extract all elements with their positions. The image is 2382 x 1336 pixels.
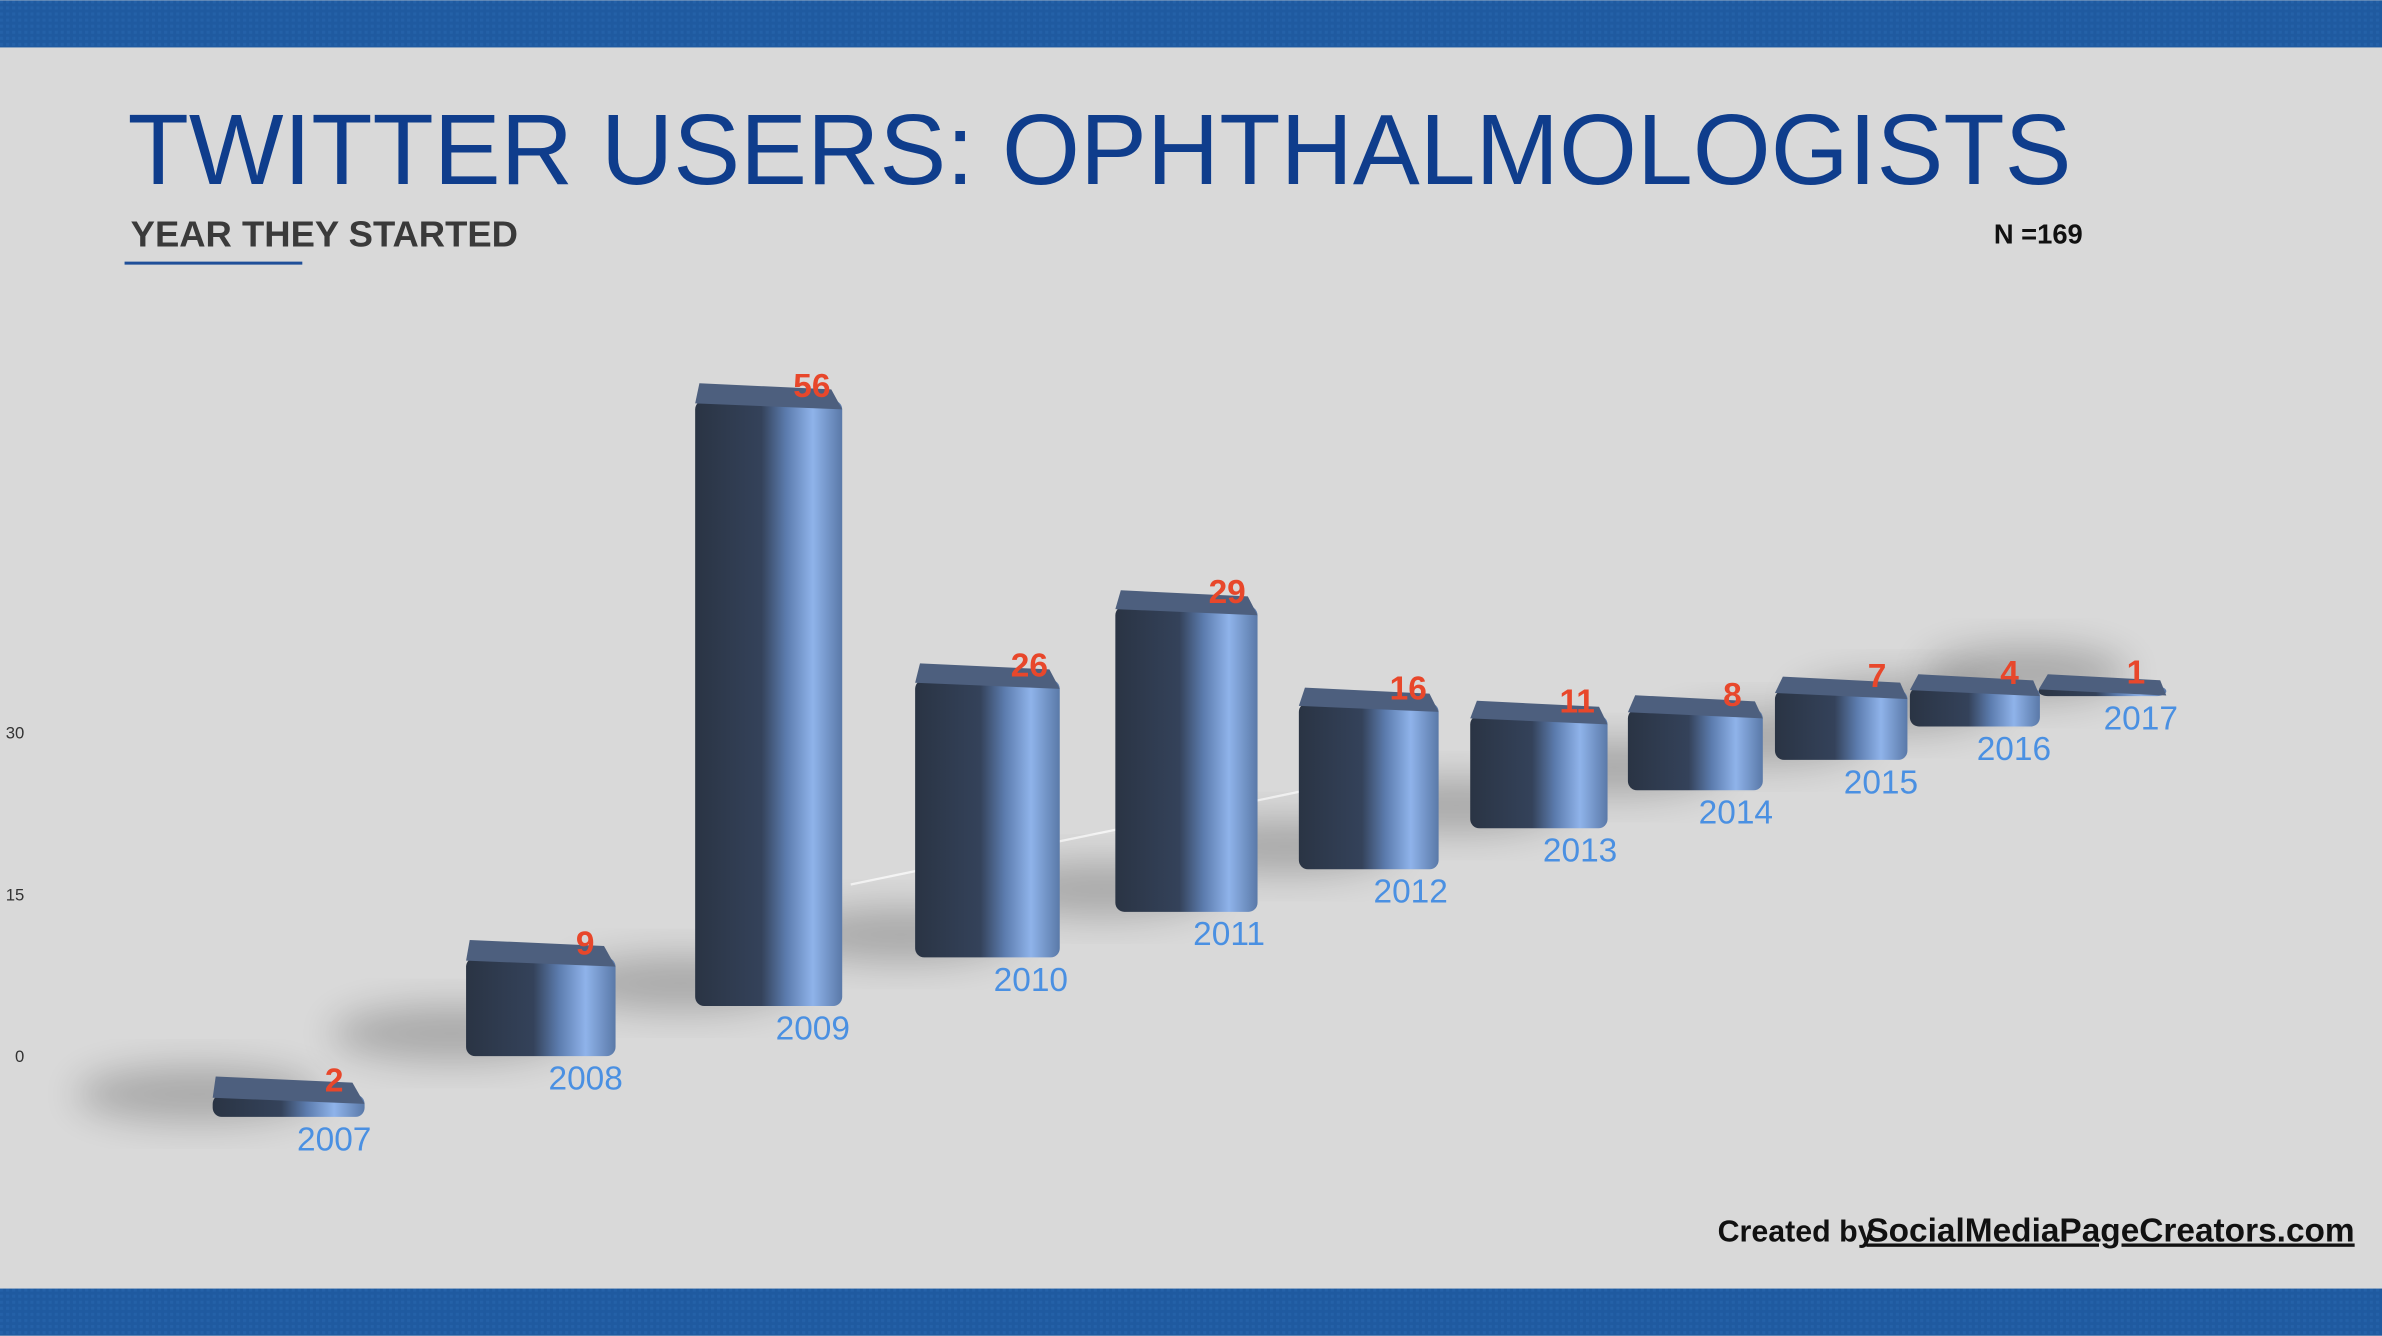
- bar-top: [1909, 674, 2040, 697]
- bar-top: [212, 1076, 365, 1104]
- category-label: 2008: [548, 1061, 622, 1098]
- value-label: 56: [793, 368, 830, 405]
- bar-top: [1115, 590, 1258, 616]
- bar: [466, 957, 616, 1057]
- bar: [695, 400, 843, 1007]
- category-label: 2009: [776, 1010, 850, 1047]
- value-label: 16: [1390, 671, 1427, 708]
- credit-link[interactable]: SocialMediaPageCreators.com: [1866, 1212, 2354, 1249]
- bar-top: [1627, 695, 1763, 719]
- bar: [915, 679, 1060, 958]
- bar-top: [1470, 700, 1608, 725]
- bar-top: [466, 939, 616, 967]
- bar: [1115, 606, 1258, 912]
- bar-top: [1298, 687, 1439, 712]
- value-label: 8: [1723, 677, 1742, 714]
- subtitle: YEAR THEY STARTED: [131, 213, 518, 254]
- value-label: 11: [1559, 683, 1594, 720]
- bar: [1470, 715, 1608, 829]
- annotation: N =169: [1994, 218, 2083, 249]
- value-label: 7: [1868, 658, 1887, 695]
- category-label: 2016: [1977, 731, 2051, 768]
- value-label: 26: [1011, 648, 1048, 685]
- y-tick-label: 30: [6, 724, 25, 743]
- bar: [1774, 689, 1908, 760]
- bar: [1627, 709, 1763, 791]
- y-tick-label: 0: [15, 1047, 24, 1066]
- category-label: 2012: [1374, 874, 1448, 911]
- y-tick-label: 15: [6, 885, 25, 904]
- credit-prefix: Created by: [1718, 1214, 1875, 1248]
- value-label: 2: [325, 1063, 344, 1100]
- top-band: [0, 0, 2382, 48]
- bottom-band: [0, 1288, 2382, 1336]
- plot: 0153012017420167201582014112013162012292…: [6, 368, 2178, 1158]
- bar-top: [2038, 674, 2167, 696]
- bar-top: [915, 663, 1060, 689]
- category-label: 2011: [1193, 916, 1265, 953]
- bar: [1909, 687, 2040, 727]
- value-label: 4: [2000, 655, 2019, 692]
- category-label: 2015: [1844, 764, 1918, 801]
- category-label: 2017: [2104, 701, 2178, 738]
- category-label: 2007: [297, 1121, 371, 1158]
- chart-title: TWITTER USERS: OPHTHALMOLOGISTS: [128, 94, 2072, 206]
- value-label: 29: [1209, 574, 1246, 611]
- value-label: 1: [2127, 654, 2146, 691]
- bar: [1298, 702, 1439, 870]
- category-label: 2013: [1543, 833, 1617, 870]
- bar-top: [695, 383, 843, 410]
- category-label: 2010: [994, 962, 1068, 999]
- bar-top: [1774, 676, 1908, 700]
- category-label: 2014: [1699, 795, 1773, 832]
- value-label: 9: [576, 926, 595, 963]
